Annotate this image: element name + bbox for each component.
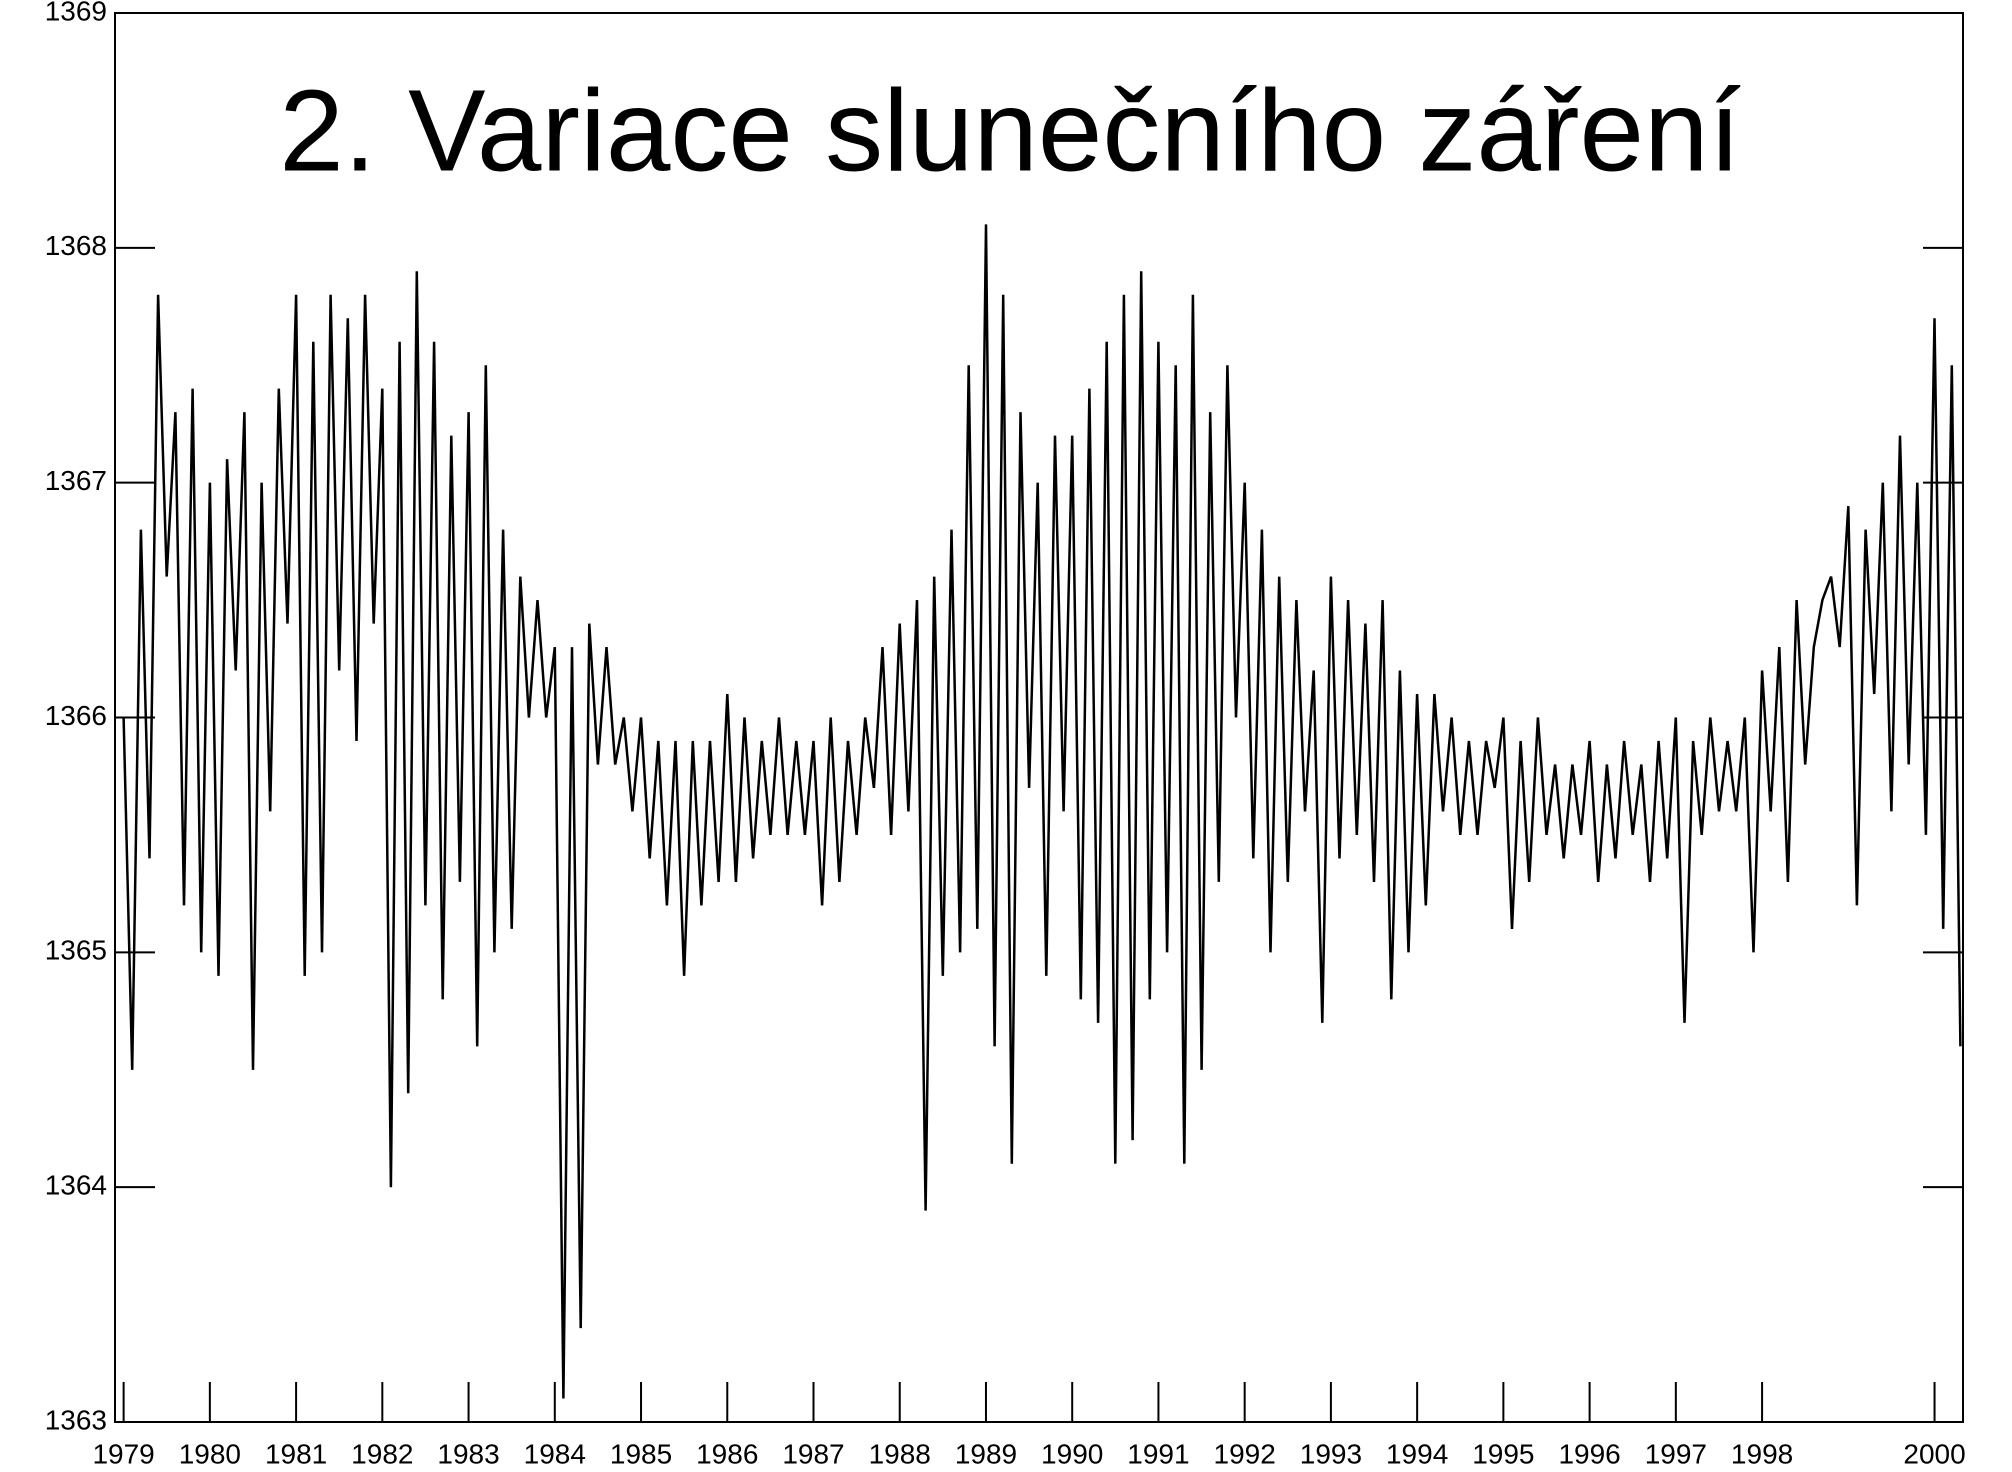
y-tick-label: 1369 <box>45 0 107 26</box>
x-tick-label: 1982 <box>351 1438 413 1469</box>
x-tick-label: 1986 <box>696 1438 758 1469</box>
x-tick-label: 1993 <box>1300 1438 1362 1469</box>
x-tick-label: 1996 <box>1558 1438 1620 1469</box>
y-tick-label: 1368 <box>45 230 107 261</box>
x-tick-label: 1991 <box>1127 1438 1189 1469</box>
x-tick-label: 1997 <box>1645 1438 1707 1469</box>
x-tick-label: 1987 <box>782 1438 844 1469</box>
chart-title: 2. Variace slunečního záření <box>279 66 1741 196</box>
x-tick-label: 1979 <box>92 1438 154 1469</box>
x-tick-label: 1990 <box>1041 1438 1103 1469</box>
x-tick-label: 1985 <box>610 1438 672 1469</box>
y-tick-label: 1364 <box>45 1170 107 1201</box>
y-tick-label: 1366 <box>45 700 107 731</box>
y-tick-label: 1363 <box>45 1404 107 1435</box>
x-tick-label: 1983 <box>437 1438 499 1469</box>
x-tick-label: 1980 <box>179 1438 241 1469</box>
x-tick-label: 1981 <box>265 1438 327 1469</box>
x-tick-label: 2000 <box>1903 1438 1965 1469</box>
x-tick-label: 1992 <box>1214 1438 1276 1469</box>
x-tick-label: 1998 <box>1731 1438 1793 1469</box>
x-tick-label: 1994 <box>1386 1438 1448 1469</box>
y-tick-label: 1365 <box>45 935 107 966</box>
x-tick-label: 1988 <box>869 1438 931 1469</box>
x-tick-label: 1995 <box>1472 1438 1534 1469</box>
data-line <box>122 224 1962 1399</box>
plot-frame <box>114 12 1964 1423</box>
x-tick-label: 1984 <box>524 1438 586 1469</box>
y-tick-label: 1367 <box>45 465 107 496</box>
x-tick-label: 1989 <box>955 1438 1017 1469</box>
